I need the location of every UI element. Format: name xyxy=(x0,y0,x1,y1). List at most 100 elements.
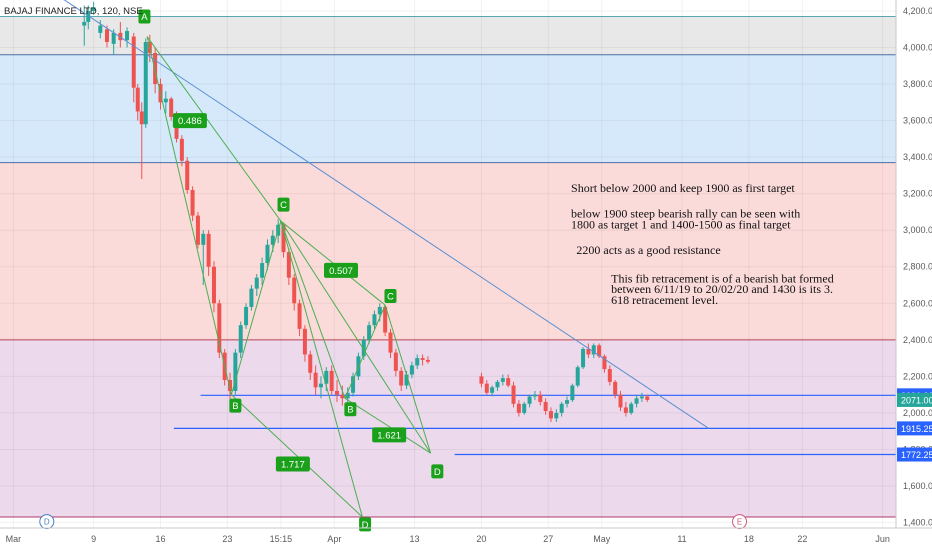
candle-body-15 xyxy=(163,98,168,103)
x-tick-label-7: 20 xyxy=(476,534,486,544)
candle-body-44 xyxy=(318,383,323,388)
candle-body-64 xyxy=(425,359,430,362)
candle-body-24 xyxy=(211,266,216,304)
candle-body-61 xyxy=(409,365,414,375)
candle-body-27 xyxy=(228,380,233,391)
candle-body-69 xyxy=(500,378,505,382)
candle-body-55 xyxy=(377,306,382,315)
annotation-3: 2200 acts as a good resistance xyxy=(576,243,720,257)
candle-body-7 xyxy=(125,31,130,41)
point-box-4 xyxy=(384,288,397,303)
price-tag-label-1: 2071.00 xyxy=(901,395,932,405)
candle-body-86 xyxy=(591,345,596,355)
candle-body-67 xyxy=(490,387,495,393)
grid-lines xyxy=(0,0,896,528)
candle-body-46 xyxy=(329,370,334,391)
x-tick-label-5: Apr xyxy=(327,534,341,544)
candle-body-9 xyxy=(135,87,140,112)
candle-body-30 xyxy=(244,306,249,326)
pattern-leg-7 xyxy=(280,220,363,518)
x-tick-label-6: 13 xyxy=(410,534,420,544)
candle-body-38 xyxy=(286,252,291,278)
candle-body-87 xyxy=(597,345,602,357)
price-tag-3 xyxy=(897,447,932,462)
candle-body-54 xyxy=(372,314,377,326)
bat-pattern xyxy=(63,0,710,518)
candle-body-92 xyxy=(623,407,628,413)
candle-body-72 xyxy=(516,403,521,413)
candle-body-89 xyxy=(607,369,612,382)
candle-body-68 xyxy=(495,381,500,388)
y-tick-label-0: 4,200.00 xyxy=(903,6,932,16)
y-tick-label-1: 4,000.00 xyxy=(903,43,932,53)
pattern-leg-4 xyxy=(384,304,432,454)
point-label-4: C xyxy=(387,291,394,302)
candle-body-5 xyxy=(111,32,116,44)
annotation-6: 618 retracement level. xyxy=(611,293,718,307)
candle-body-4 xyxy=(104,29,109,43)
candle-body-2 xyxy=(91,7,96,11)
candle-body-19 xyxy=(185,160,190,191)
candle-body-59 xyxy=(399,370,404,386)
candle-body-63 xyxy=(420,358,425,360)
candle-body-85 xyxy=(586,348,591,355)
x-tick-label-4: 15:15 xyxy=(270,534,293,544)
y-tick-label-8: 2,600.00 xyxy=(903,298,932,308)
candles xyxy=(82,1,650,423)
y-tick-label-10: 2,200.00 xyxy=(903,371,932,381)
candle-body-22 xyxy=(201,233,206,245)
x-tick-label-11: 18 xyxy=(744,534,754,544)
candle-body-74 xyxy=(527,396,532,404)
candle-body-43 xyxy=(313,372,318,388)
price-tag-1 xyxy=(897,392,932,407)
ratio-labels: 0.486 0.507 1.621 1.717 xyxy=(172,113,407,472)
y-tick-label-7: 2,800.00 xyxy=(903,262,932,272)
candle-body-52 xyxy=(361,339,366,357)
candle-body-37 xyxy=(281,224,286,253)
pattern-leg-5 xyxy=(146,36,282,222)
time-axis[interactable]: Mar 9 16 23 15:15 Apr 13 20 27 May 11 18 22 Jun xyxy=(6,534,890,544)
y-tick-label-4: 3,400.00 xyxy=(903,152,932,162)
annotation-4: This fib retracement is of a bearish bat… xyxy=(611,271,834,285)
ratio-label-0: 0.486 xyxy=(178,116,202,127)
x-tick-label-9: May xyxy=(593,534,611,544)
point-label-2: C xyxy=(280,200,287,211)
candle-body-20 xyxy=(190,190,195,216)
ratio-box-3 xyxy=(275,456,310,472)
annotation-2: 1800 as target 1 and 1400-1500 as final … xyxy=(571,217,791,231)
x-tick-label-0: Mar xyxy=(6,534,22,544)
price-axis[interactable]: 4,200.00 4,000.00 3,800.00 3,600.00 3,400.00… xyxy=(903,6,932,528)
ratio-box-0 xyxy=(172,113,207,129)
x-tick-label-10: 11 xyxy=(677,534,686,544)
ratio-label-3: 1.717 xyxy=(281,460,305,471)
candle-body-18 xyxy=(179,138,184,161)
y-tick-label-6: 3,000.00 xyxy=(903,225,932,235)
candle-body-60 xyxy=(404,374,409,386)
fib-band-2 xyxy=(0,162,896,340)
y-tick-label-11: 2,000.00 xyxy=(903,408,932,418)
event-marker-1 xyxy=(732,514,748,530)
candle-body-33 xyxy=(260,263,265,278)
candle-body-77 xyxy=(543,401,548,412)
x-tick-label-8: 27 xyxy=(543,534,553,544)
annotation-1: below 1900 steep bearish rally can be se… xyxy=(571,206,800,220)
event-marker-label-0: D xyxy=(44,518,50,527)
candle-body-90 xyxy=(613,381,618,395)
candle-body-81 xyxy=(565,400,570,404)
ratio-label-2: 1.621 xyxy=(377,430,401,441)
candle-body-88 xyxy=(602,356,607,370)
candle-body-93 xyxy=(629,403,634,413)
annotation-5: between 6/11/19 to 20/02/20 and 1430 is … xyxy=(611,282,833,296)
candle-body-56 xyxy=(383,306,388,333)
candle-body-10 xyxy=(139,111,144,125)
candle-body-25 xyxy=(217,303,222,353)
candle-body-66 xyxy=(484,383,489,393)
price-tag-2 xyxy=(897,421,932,436)
candle-body-96 xyxy=(645,396,650,400)
annotations: Short below 2000 and keep 1900 as first … xyxy=(571,181,834,307)
candle-body-80 xyxy=(559,403,564,413)
candle-body-11 xyxy=(143,42,148,125)
